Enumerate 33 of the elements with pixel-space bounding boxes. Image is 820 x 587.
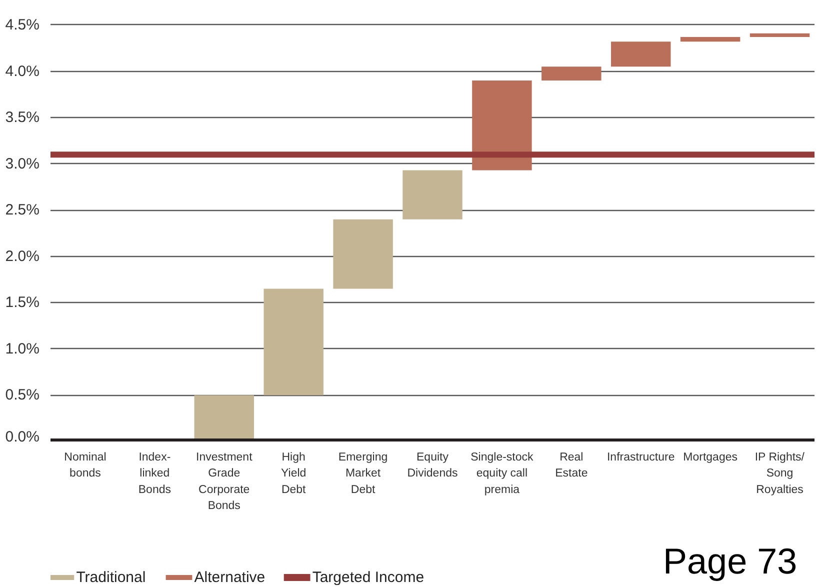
bar xyxy=(472,80,532,170)
x-tick-label: Real Estate xyxy=(555,452,588,480)
x-tick-label: Emerging Market Debt xyxy=(338,452,388,496)
bar xyxy=(542,66,602,81)
x-tick-label: Nominal bonds xyxy=(64,452,106,480)
x-tick-label: Investment Grade Corporate Bonds xyxy=(196,452,254,512)
y-tick-label: 4.0% xyxy=(5,62,40,80)
x-tick-label: Index- linked Bonds xyxy=(138,452,172,496)
y-tick-label: 4.5% xyxy=(5,16,40,34)
bar xyxy=(264,288,324,396)
x-tick-label: Infrastructure xyxy=(606,452,675,464)
y-tick-label: 0.5% xyxy=(5,386,40,404)
y-tick-label: 0.0% xyxy=(5,428,40,446)
bar xyxy=(333,219,393,289)
x-tick-label: Equity Dividends xyxy=(407,452,458,480)
y-tick-label: 2.0% xyxy=(5,248,40,265)
x-tick-label: IP Rights/ Song Royalties xyxy=(754,452,806,496)
x-tick-label: Single-stock equity call premia xyxy=(470,452,534,496)
bar xyxy=(611,42,671,67)
bar xyxy=(680,37,740,42)
y-tick-label: 1.5% xyxy=(5,294,40,312)
y-tick-label: 1.0% xyxy=(5,340,40,358)
bar xyxy=(402,170,462,220)
bar xyxy=(750,33,810,38)
text: Page 73 xyxy=(663,540,798,582)
legend-label: Traditional xyxy=(76,569,146,586)
x-tick-label: Mortgages xyxy=(683,452,738,464)
legend-label: Alternative xyxy=(194,569,266,586)
x-tick-label: High Yield Debt xyxy=(281,452,307,496)
y-tick-label: 2.5% xyxy=(5,202,40,219)
y-tick-label: 3.5% xyxy=(5,109,40,126)
legend-label: Targeted Income xyxy=(312,569,424,586)
y-tick-label: 3.0% xyxy=(5,155,40,172)
